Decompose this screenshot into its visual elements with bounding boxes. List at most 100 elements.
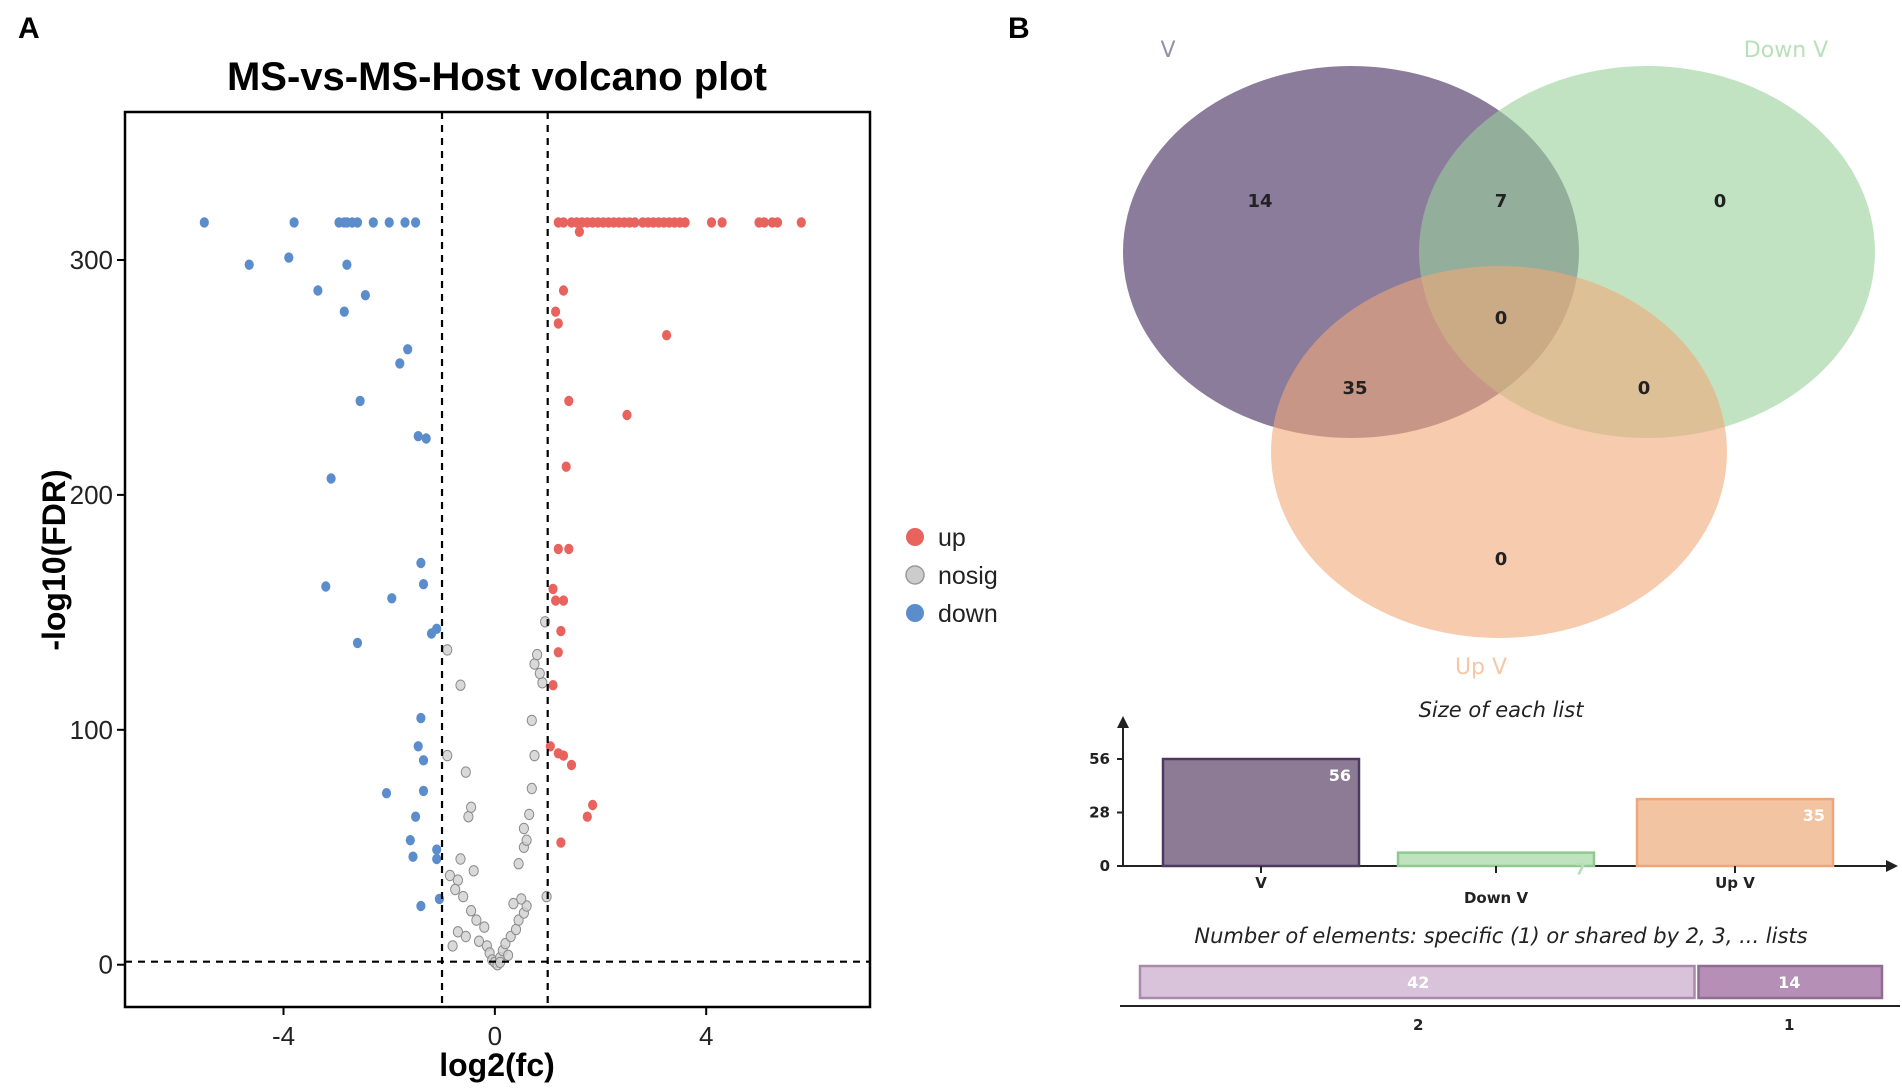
x-tick-label: 0: [488, 1021, 502, 1051]
point-down: [339, 306, 349, 317]
point-nosig: [447, 940, 458, 952]
point-nosig: [524, 808, 535, 821]
y-tick-label: 200: [70, 480, 113, 510]
point-nosig: [468, 865, 479, 877]
point-down: [244, 259, 254, 270]
point-up: [558, 750, 569, 761]
list-size-bar-value: 7: [1575, 860, 1586, 879]
point-up: [556, 625, 566, 637]
point-up: [561, 461, 571, 472]
list-size-bar-value: 35: [1803, 806, 1825, 825]
point-down: [368, 217, 378, 228]
venn-region-v-only: 14: [1247, 191, 1272, 212]
point-down: [360, 290, 370, 301]
point-up: [759, 217, 769, 228]
legend-label-nosig: nosig: [938, 562, 998, 590]
venn-label-v: V: [1160, 38, 1175, 63]
point-up: [556, 837, 566, 848]
point-nosig: [521, 834, 532, 846]
list-size-bar-value: 56: [1329, 766, 1351, 785]
point-nosig: [537, 677, 548, 689]
point-nosig: [452, 874, 463, 886]
volcano-plot-frame: [123, 110, 872, 1009]
point-up: [551, 306, 561, 317]
shared-elements-bar-value: 14: [1778, 973, 1800, 992]
list-size-y-tick-label: 56: [1089, 750, 1110, 768]
point-nosig: [513, 858, 524, 870]
point-nosig: [466, 801, 477, 813]
point-down: [432, 853, 442, 865]
x-tick-label: 4: [699, 1021, 713, 1051]
venn-label-down-v: Down V: [1744, 38, 1828, 63]
legend-label-down: down: [938, 600, 998, 628]
point-down: [411, 811, 421, 822]
y-axis-title: -log10(FDR): [36, 469, 72, 650]
point-down: [416, 900, 426, 912]
point-up: [564, 543, 574, 555]
point-up: [717, 217, 727, 228]
point-down: [432, 844, 442, 855]
point-nosig: [529, 749, 540, 762]
venn-circle-up-v: [1271, 266, 1727, 638]
point-up: [558, 285, 569, 296]
point-nosig: [444, 869, 455, 882]
point-down: [352, 217, 363, 228]
shared-elements-bar: [1138, 964, 1696, 1000]
point-up: [553, 543, 563, 555]
legend-marker-down: [906, 604, 924, 622]
point-down: [418, 755, 429, 766]
point-down: [342, 259, 352, 270]
y-tick-label: 300: [70, 245, 113, 275]
point-up: [564, 395, 574, 407]
point-nosig: [466, 905, 477, 917]
list-size-bar: [1396, 851, 1596, 868]
panel-b-label: B: [1008, 12, 1030, 45]
point-up: [630, 217, 640, 228]
venn-region-v-up: 35: [1342, 378, 1367, 399]
x-axis-title: log2(fc): [439, 1047, 555, 1083]
list-size-category-label: Down V: [1464, 889, 1529, 907]
point-nosig: [510, 923, 522, 936]
point-down: [284, 252, 294, 263]
point-up: [551, 595, 561, 606]
point-up: [588, 799, 598, 811]
point-nosig: [534, 667, 545, 680]
point-down: [418, 785, 429, 797]
venn-region-v-down: 7: [1495, 191, 1508, 212]
volcano-points: [199, 217, 806, 971]
venn-region-up-only: 0: [1495, 549, 1508, 570]
point-nosig: [526, 714, 537, 727]
point-up: [553, 318, 563, 329]
point-down: [411, 217, 421, 228]
point-down: [400, 217, 410, 228]
venn-label-up-v: Up V: [1455, 655, 1507, 680]
x-tick-label: -4: [272, 1021, 295, 1051]
point-nosig: [452, 926, 463, 938]
point-down: [381, 788, 392, 799]
point-nosig: [479, 921, 490, 933]
point-up: [548, 680, 558, 691]
point-down: [405, 835, 415, 846]
legend-marker-nosig: [905, 565, 925, 585]
shared-elements-bar: [1697, 964, 1884, 1000]
point-down: [413, 741, 423, 752]
point-up: [662, 330, 672, 341]
shared-elements-title: Number of elements: specific (1) or shar…: [1194, 924, 1807, 948]
point-nosig: [473, 935, 485, 947]
legend-label-up: up: [938, 524, 966, 552]
point-nosig: [458, 890, 469, 903]
point-down: [421, 433, 431, 444]
list-size-y-tick-label: 28: [1089, 804, 1110, 822]
point-up: [548, 583, 558, 595]
venn-region-down-up: 0: [1638, 378, 1651, 399]
point-down: [384, 217, 394, 228]
point-nosig: [529, 658, 540, 670]
point-nosig: [460, 766, 471, 778]
list-size-y-tick-label: 0: [1100, 857, 1110, 875]
point-down: [408, 851, 418, 862]
point-nosig: [455, 853, 466, 865]
point-down: [403, 344, 413, 355]
point-up: [772, 217, 783, 228]
point-up: [622, 409, 632, 421]
point-up: [558, 217, 569, 228]
